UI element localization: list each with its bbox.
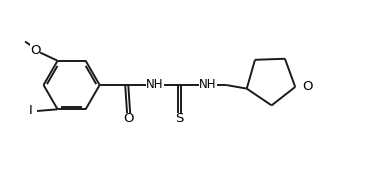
Text: NH: NH [146,79,164,91]
Text: S: S [176,113,184,125]
Text: I: I [29,105,33,117]
Text: O: O [30,44,40,57]
Text: NH: NH [199,79,217,91]
Text: O: O [123,113,134,125]
Text: O: O [302,80,313,94]
